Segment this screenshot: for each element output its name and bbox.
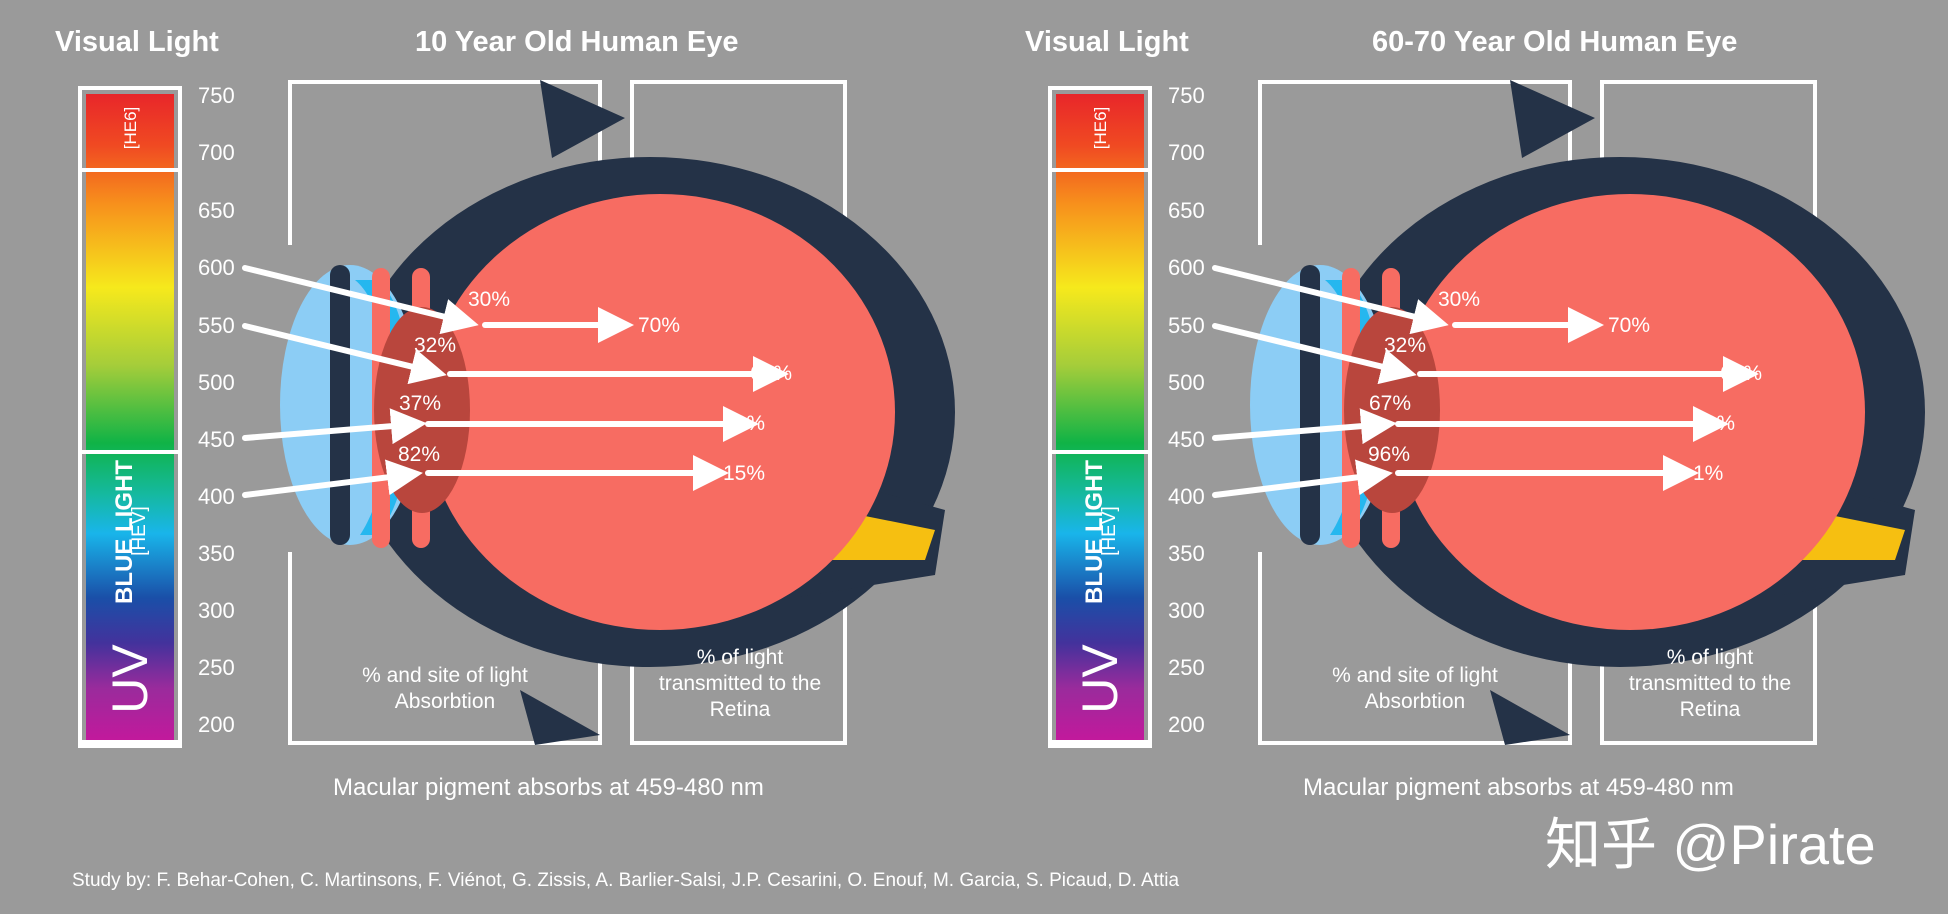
retina-caption: % of light transmitted to the Retina bbox=[658, 646, 822, 721]
tick-label: 450 bbox=[198, 427, 235, 452]
absorption-pct: 67% bbox=[1369, 392, 1412, 415]
tick-label: 500 bbox=[198, 370, 235, 395]
absorption-pct: 82% bbox=[398, 443, 441, 466]
transmitted-pct: 1% bbox=[1693, 462, 1724, 485]
uv-label: UV bbox=[102, 644, 158, 714]
hev-label: [HEV] bbox=[1099, 506, 1120, 556]
tick-label: 700 bbox=[198, 140, 235, 165]
blue-light-bracket bbox=[1048, 450, 1152, 744]
transmitted-pct: 70% bbox=[638, 314, 681, 337]
panel-old-eye: Visual Light 60-70 Year Old Human Eye 75… bbox=[970, 0, 1930, 860]
absorption-pct: 32% bbox=[414, 334, 457, 357]
transmitted-pct: 60% bbox=[723, 412, 766, 435]
tick-label: 350 bbox=[1168, 541, 1205, 566]
uv-label: UV bbox=[1072, 644, 1128, 714]
hev-top-label: [HE6] bbox=[1091, 106, 1110, 150]
tick-label: 600 bbox=[198, 255, 235, 280]
tick-label: 700 bbox=[1168, 140, 1205, 165]
tick-label: 250 bbox=[198, 655, 235, 680]
visual-light-heading: Visual Light bbox=[55, 26, 219, 58]
study-credits: Study by: F. Behar-Cohen, C. Martinsons,… bbox=[72, 870, 1180, 891]
absorption-pct: 30% bbox=[468, 288, 511, 311]
visual-light-heading: Visual Light bbox=[1025, 26, 1189, 58]
tick-label: 400 bbox=[198, 484, 235, 509]
spectrum-bar bbox=[86, 94, 174, 740]
light-arrows bbox=[242, 265, 789, 498]
tick-label: 200 bbox=[198, 712, 235, 737]
tick-label: 300 bbox=[1168, 598, 1205, 623]
tick-label: 400 bbox=[1168, 484, 1205, 509]
hev-top-label: [HE6] bbox=[121, 106, 140, 150]
absorption-pct: 32% bbox=[1384, 334, 1427, 357]
tick-label: 350 bbox=[198, 541, 235, 566]
light-arrows bbox=[1212, 265, 1759, 498]
eye-illustration bbox=[1250, 80, 1925, 745]
spectrum-bar bbox=[1056, 94, 1144, 740]
tick-label: 550 bbox=[1168, 313, 1205, 338]
tick-label: 300 bbox=[198, 598, 235, 623]
tick-label: 600 bbox=[1168, 255, 1205, 280]
tick-label: 250 bbox=[1168, 655, 1205, 680]
absorption-caption: % and site of light Absorbtion bbox=[1332, 664, 1498, 713]
absorption-pct: 30% bbox=[1438, 288, 1481, 311]
absorption-pct: 37% bbox=[399, 392, 442, 415]
panel-young-eye: Visual Light 10 Year Old Human Eye 750 7… bbox=[0, 0, 960, 860]
tick-label: 200 bbox=[1168, 712, 1205, 737]
tick-label: 550 bbox=[198, 313, 235, 338]
retina-caption: % of light transmitted to the Retina bbox=[1628, 646, 1792, 721]
hev-top-bracket bbox=[1048, 86, 1152, 172]
eye-diagram-old bbox=[1048, 80, 1925, 748]
tick-label: 450 bbox=[1168, 427, 1205, 452]
tick-label: 650 bbox=[198, 198, 235, 223]
transmitted-pct: 70% bbox=[1608, 314, 1651, 337]
transmitted-pct: 65% bbox=[750, 362, 793, 385]
eye-diagram-young bbox=[78, 80, 955, 748]
macular-note: Macular pigment absorbs at 459-480 nm bbox=[1303, 774, 1734, 801]
transmitted-pct: 40% bbox=[1693, 412, 1736, 435]
macular-note: Macular pigment absorbs at 459-480 nm bbox=[333, 774, 764, 801]
tick-label: 650 bbox=[1168, 198, 1205, 223]
watermark: 知乎 @Pirate bbox=[1545, 813, 1876, 876]
transmitted-pct: 15% bbox=[723, 462, 766, 485]
absorption-caption: % and site of light Absorbtion bbox=[362, 664, 528, 713]
blue-light-bracket bbox=[78, 450, 182, 744]
hev-label: [HEV] bbox=[129, 506, 150, 556]
absorption-pct: 96% bbox=[1368, 443, 1411, 466]
tick-label: 500 bbox=[1168, 370, 1205, 395]
panel-title: 10 Year Old Human Eye bbox=[415, 26, 739, 58]
transmitted-pct: 65% bbox=[1720, 362, 1763, 385]
hev-top-bracket bbox=[78, 86, 182, 172]
tick-label: 750 bbox=[198, 83, 235, 108]
panel-title: 60-70 Year Old Human Eye bbox=[1372, 26, 1738, 58]
tick-label: 750 bbox=[1168, 83, 1205, 108]
eye-illustration bbox=[280, 80, 955, 745]
